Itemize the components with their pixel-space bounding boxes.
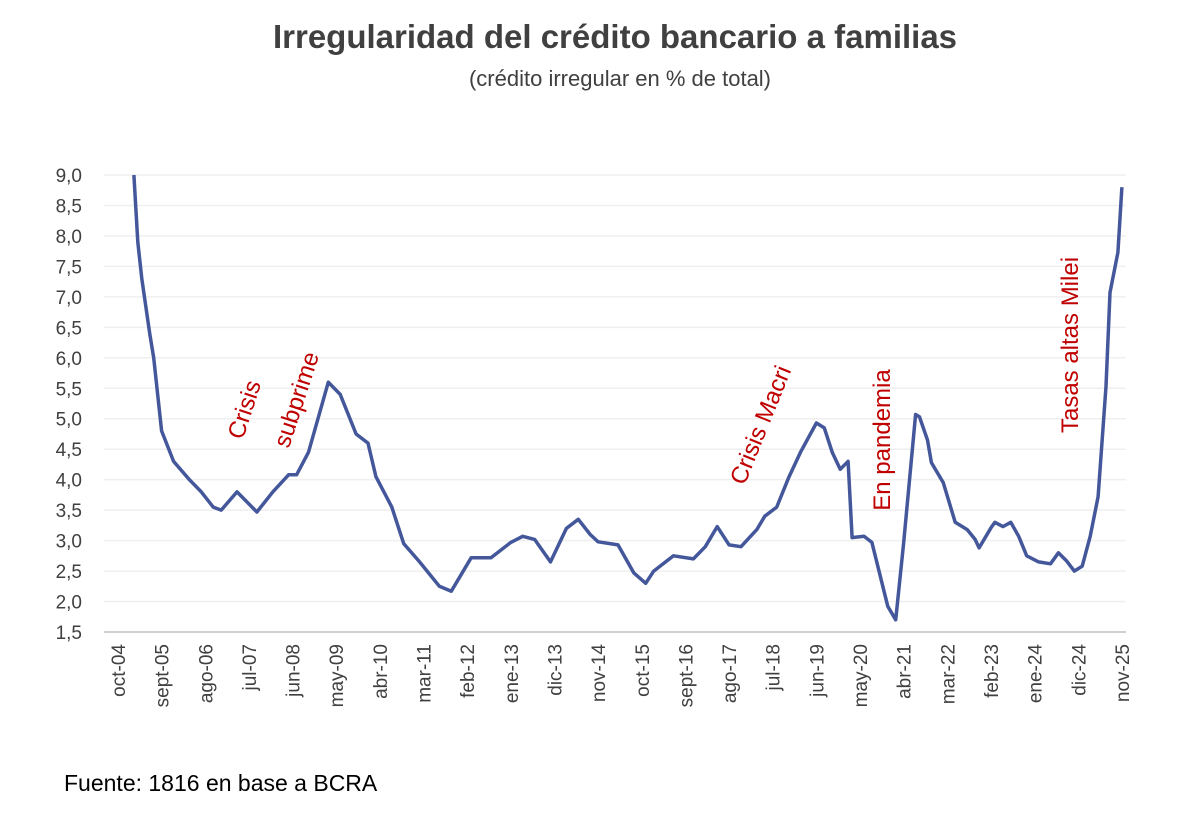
source-note: Fuente: 1816 en base a BCRA: [64, 770, 378, 796]
y-tick-label: 6,5: [56, 318, 82, 339]
x-tick-label: sept-16: [676, 644, 697, 707]
x-tick-label: may-20: [851, 644, 872, 707]
x-tick-label: oct-04: [109, 644, 130, 697]
annotation-label: Crisis Macri: [725, 362, 797, 488]
x-tick-label: dic-24: [1069, 644, 1090, 696]
x-tick-label: feb-23: [982, 644, 1003, 698]
chart-subtitle: (crédito irregular en % de total): [468, 66, 772, 91]
x-tick-label: ago-06: [196, 644, 217, 703]
x-tick-label: abr-10: [371, 644, 392, 699]
y-tick-label: 8,0: [56, 227, 82, 248]
y-tick-label: 5,5: [56, 379, 82, 400]
chart-title: Irregularidad del crédito bancario a fam…: [272, 18, 958, 55]
x-tick-label: jul-18: [764, 644, 785, 691]
annotation-label: Tasas altas Milei: [1057, 257, 1084, 433]
annotation-label: En pandemia: [869, 369, 896, 511]
x-tick-label: jun-08: [284, 644, 305, 698]
y-tick-label: 3,0: [56, 532, 82, 553]
y-tick-label: 6,0: [56, 349, 82, 370]
y-tick-label: 1,5: [56, 623, 82, 644]
x-tick-label: mar-22: [938, 644, 959, 704]
y-tick-label: 4,0: [56, 471, 82, 492]
x-tick-label: jul-07: [240, 644, 261, 691]
x-tick-label: abr-21: [895, 644, 916, 699]
series-line: [132, 175, 1124, 622]
y-tick-label: 2,0: [56, 593, 82, 614]
annotation-label: subprime: [269, 349, 325, 451]
x-tick-label: dic-13: [545, 644, 566, 696]
y-tick-label: 4,5: [56, 440, 82, 461]
y-tick-label: 9,0: [56, 166, 82, 187]
x-tick-label: ago-17: [720, 644, 741, 703]
x-tick-label: ene-13: [502, 644, 523, 703]
x-tick-label: feb-12: [458, 644, 479, 698]
x-tick-label: mar-11: [415, 644, 436, 703]
y-tick-label: 3,5: [56, 501, 82, 522]
x-tick-label: nov-14: [589, 644, 610, 703]
y-tick-label: 5,0: [56, 410, 82, 431]
x-tick-label: nov-25: [1113, 644, 1134, 702]
annotation-label: Crisis: [223, 377, 267, 442]
y-tick-label: 2,5: [56, 562, 82, 583]
x-tick-label: ene-24: [1026, 644, 1047, 704]
x-tick-label: sept-05: [153, 644, 174, 707]
x-tick-label: may-09: [327, 644, 348, 707]
y-tick-label: 8,5: [56, 196, 82, 217]
y-tick-label: 7,0: [56, 288, 82, 309]
y-tick-label: 7,5: [56, 257, 82, 278]
x-tick-label: oct-15: [633, 644, 654, 697]
x-tick-label: jun-19: [807, 644, 828, 698]
